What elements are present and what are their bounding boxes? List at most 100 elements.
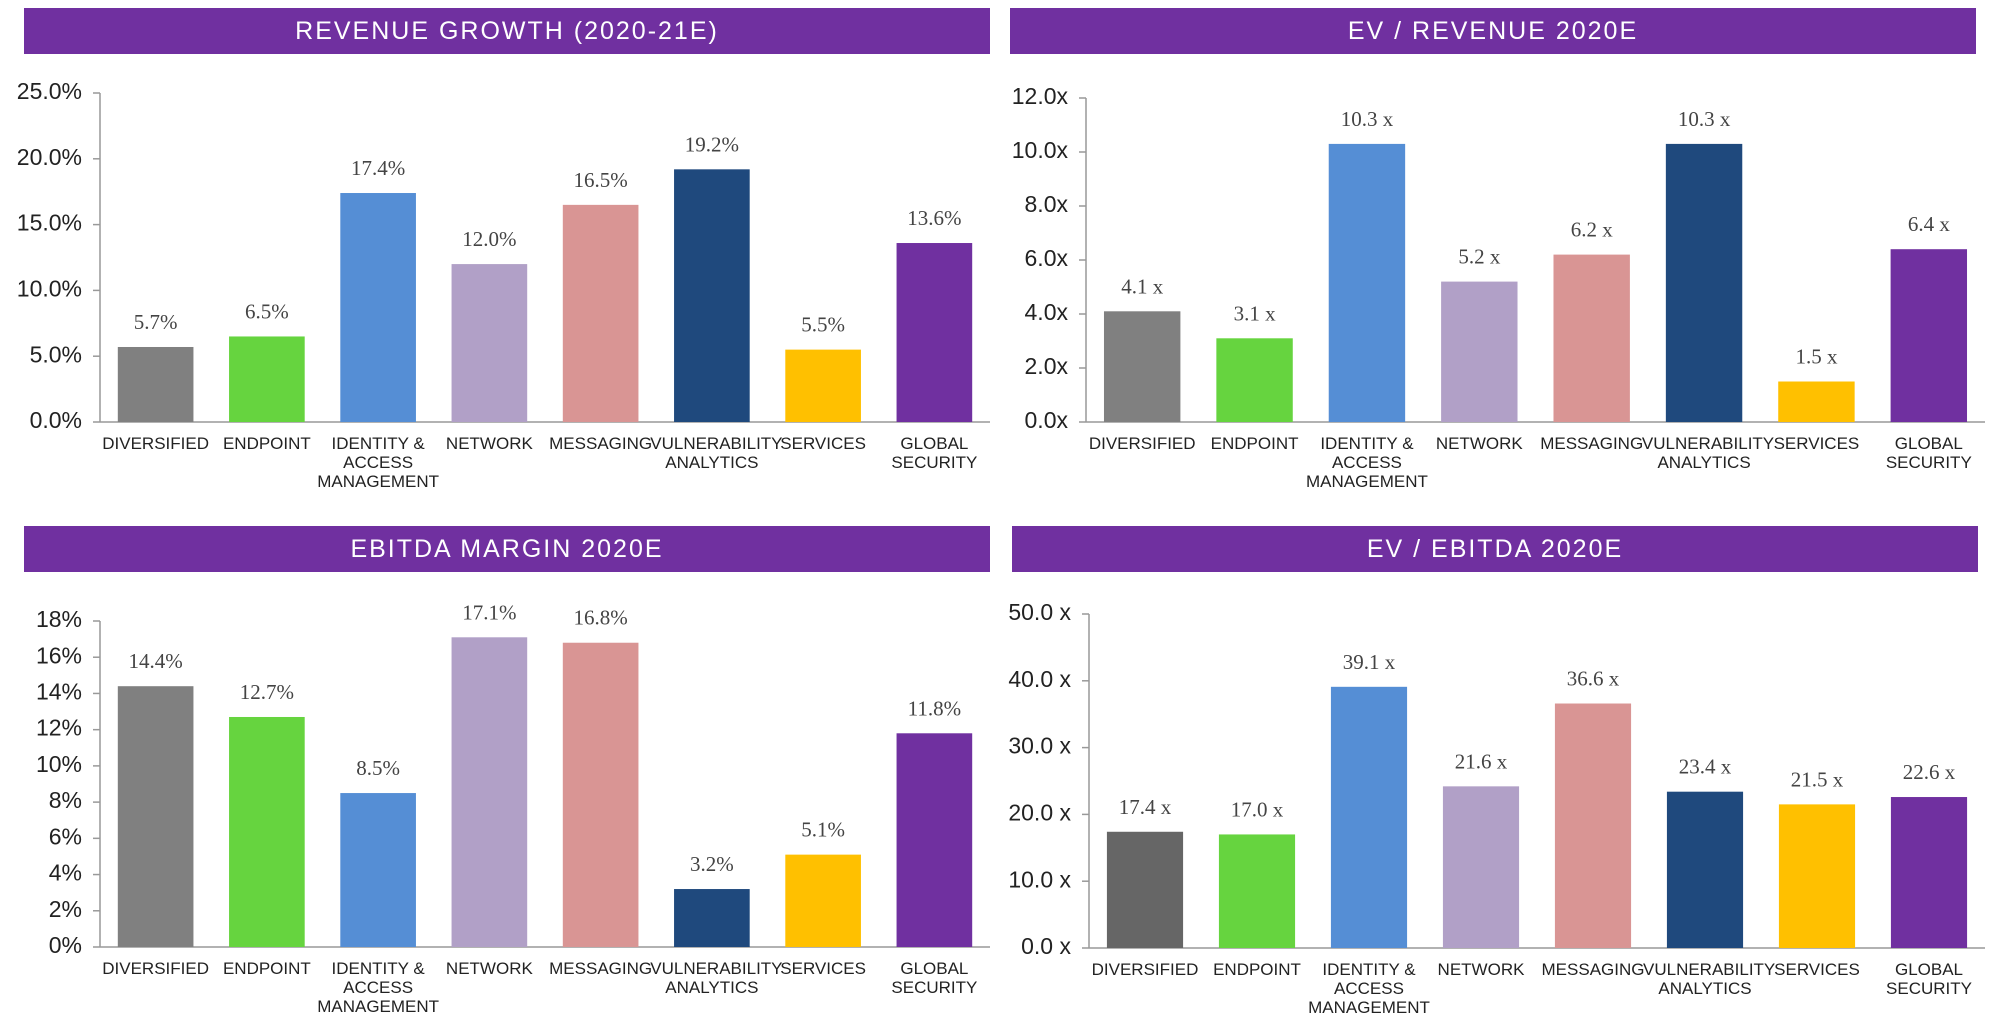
bar (896, 733, 973, 947)
y-tick-label: 16% (36, 642, 82, 668)
y-tick-label: 25.0% (17, 78, 82, 104)
bar (674, 169, 750, 422)
bar (1665, 143, 1743, 422)
value-label: 14.4% (129, 649, 183, 673)
x-tick-label: SERVICES (780, 959, 866, 978)
value-label: 5.2 x (1458, 245, 1501, 269)
y-tick-label: 0% (49, 932, 82, 958)
bar (1778, 381, 1855, 422)
value-label: 3.2% (690, 852, 734, 876)
y-tick-label: 30.0 x (1008, 733, 1071, 759)
x-tick-label: VULNERABILITY ANALYTICS (1641, 434, 1775, 472)
x-tick-label: SERVICES (780, 434, 866, 453)
bar (785, 854, 861, 947)
x-tick-label: IDENTITY & ACCESS MANAGEMENT (1306, 434, 1428, 491)
y-tick-label: 0.0 x (1021, 933, 1071, 959)
y-tick-label: 6% (49, 823, 82, 849)
bar (340, 793, 416, 947)
y-tick-label: 2.0x (1025, 353, 1069, 379)
x-tick-label: VULNERABILITY ANALYTICS (1643, 960, 1776, 998)
bar (1890, 249, 1968, 422)
value-label: 21.6 x (1455, 749, 1508, 773)
x-tick-label: NETWORK (1435, 434, 1523, 453)
value-label: 11.8% (908, 696, 961, 720)
value-label: 17.4% (351, 156, 405, 180)
x-tick-label: GLOBAL SECURITY (891, 434, 978, 472)
y-tick-label: 0.0x (1025, 407, 1069, 433)
value-label: 39.1 x (1343, 650, 1396, 674)
x-tick-label: VULNERABILITY ANALYTICS (650, 434, 783, 472)
y-tick-label: 20.0 x (1008, 799, 1071, 825)
bar (117, 346, 194, 422)
bar (1106, 831, 1184, 948)
x-tick-label: ENDPOINT (222, 959, 311, 978)
bar (451, 637, 528, 947)
value-label: 21.5 x (1791, 767, 1844, 791)
x-tick-label: SERVICES (1774, 960, 1860, 979)
value-label: 12.0% (462, 227, 516, 251)
x-tick-label: MESSAGING (1541, 960, 1645, 979)
x-tick-label: DIVERSIFIED (1088, 434, 1196, 453)
value-label: 10.3 x (1678, 107, 1731, 131)
y-tick-label: 4% (49, 860, 82, 886)
bar (674, 889, 750, 947)
bar (1216, 338, 1293, 422)
value-label: 4.1 x (1121, 274, 1164, 298)
bar (340, 193, 416, 422)
bar (229, 716, 305, 947)
y-tick-label: 8% (49, 787, 82, 813)
bar (1666, 791, 1744, 948)
x-tick-label: MESSAGING (1540, 434, 1644, 453)
value-label: 19.2% (685, 132, 739, 156)
bar (562, 204, 639, 422)
y-tick-label: 20.0% (17, 144, 82, 170)
chart-title: REVENUE GROWTH (2020-21E) (24, 8, 990, 54)
y-tick-label: 4.0x (1025, 299, 1069, 325)
y-tick-label: 10% (36, 751, 82, 777)
bar (896, 243, 973, 422)
bar (229, 336, 305, 422)
x-tick-label: MESSAGING (549, 959, 653, 978)
x-tick-label: NETWORK (445, 434, 533, 453)
y-tick-label: 10.0 x (1008, 866, 1071, 892)
value-label: 6.2 x (1571, 218, 1614, 242)
bar (1890, 797, 1968, 948)
x-tick-label: VULNERABILITY ANALYTICS (650, 959, 783, 997)
y-tick-label: 5.0% (30, 341, 82, 367)
bar (1553, 254, 1630, 422)
bar (1441, 281, 1518, 422)
y-tick-label: 15.0% (17, 210, 82, 236)
value-label: 8.5% (356, 756, 400, 780)
x-tick-label: ENDPOINT (1210, 434, 1299, 453)
value-label: 16.8% (574, 606, 628, 630)
x-tick-label: IDENTITY & ACCESS MANAGEMENT (317, 959, 440, 1016)
value-label: 17.4 x (1119, 795, 1172, 819)
value-label: 6.5% (245, 299, 289, 323)
value-label: 1.5 x (1795, 345, 1838, 369)
bar (1554, 703, 1632, 948)
x-tick-label: ENDPOINT (1213, 960, 1301, 979)
y-tick-label: 6.0x (1025, 245, 1069, 271)
value-label: 17.0 x (1231, 797, 1284, 821)
value-label: 12.7% (240, 680, 294, 704)
value-label: 6.4 x (1908, 212, 1951, 236)
y-tick-label: 10.0% (17, 275, 82, 301)
bar (1218, 834, 1296, 948)
value-label: 5.5% (801, 313, 845, 337)
bar (1778, 804, 1856, 948)
bar (785, 349, 861, 422)
value-label: 16.5% (574, 168, 628, 192)
chart-title: EV / REVENUE 2020E (1010, 8, 1976, 54)
y-tick-label: 2% (49, 896, 82, 922)
x-tick-label: GLOBAL SECURITY (891, 959, 978, 997)
x-tick-label: ENDPOINT (222, 434, 311, 453)
y-tick-label: 0.0% (30, 407, 82, 433)
y-tick-label: 12.0x (1012, 83, 1069, 109)
chart-title: EBITDA MARGIN 2020E (24, 526, 990, 572)
y-tick-label: 50.0 x (1008, 599, 1071, 625)
y-tick-label: 10.0x (1012, 137, 1069, 163)
y-tick-label: 14% (36, 679, 82, 705)
value-label: 13.6% (907, 206, 961, 230)
y-tick-label: 18% (36, 606, 82, 632)
